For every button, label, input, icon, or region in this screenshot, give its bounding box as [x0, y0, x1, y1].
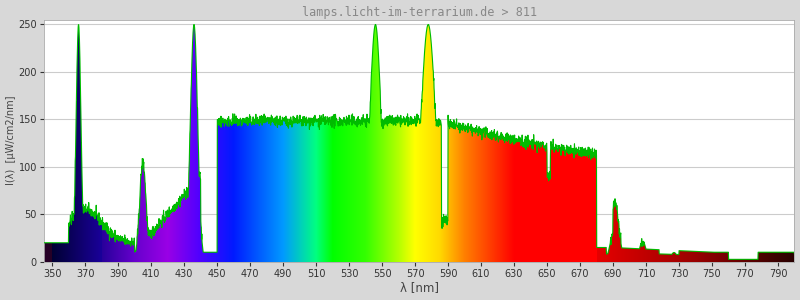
- X-axis label: λ [nm]: λ [nm]: [400, 281, 438, 294]
- Y-axis label: I(λ)  [µW/cm2/nm]: I(λ) [µW/cm2/nm]: [6, 96, 15, 185]
- Title: lamps.licht-im-terrarium.de > 811: lamps.licht-im-terrarium.de > 811: [302, 6, 537, 19]
